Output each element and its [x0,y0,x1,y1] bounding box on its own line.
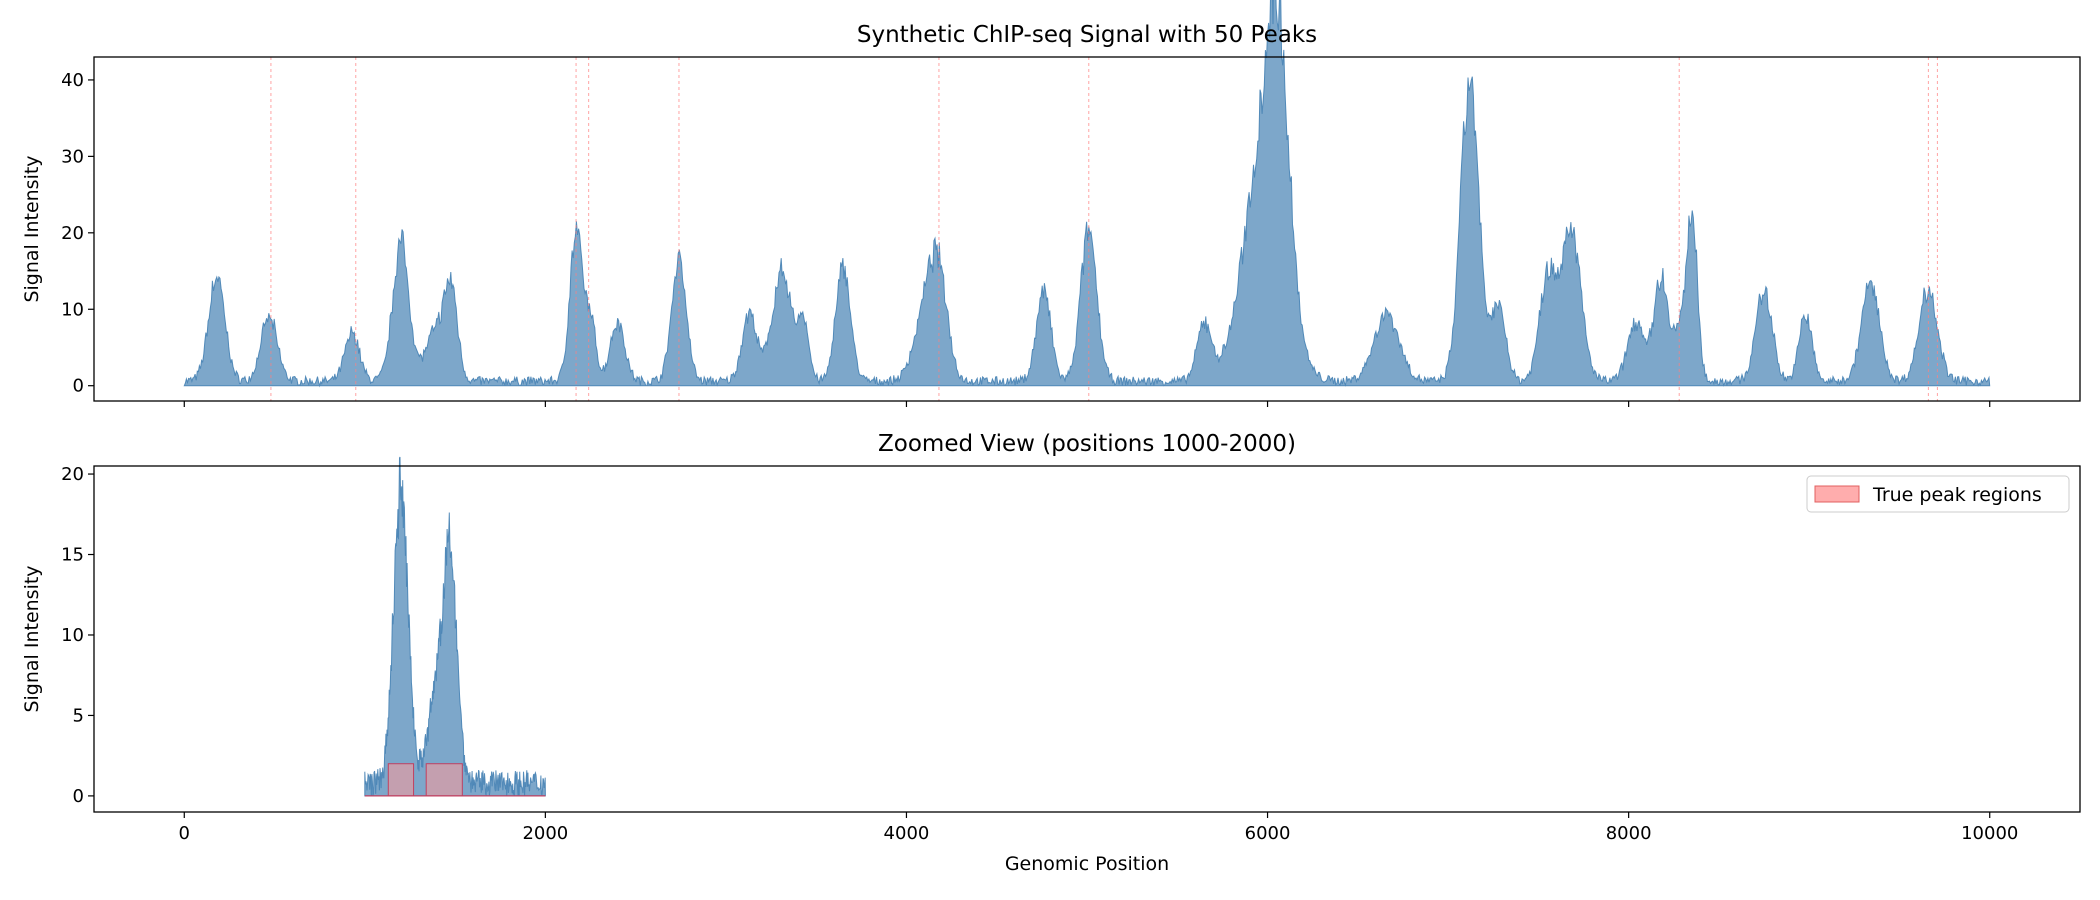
bottom-y-tick-label-20: 20 [61,464,84,485]
top-axis-ticks: 0 10 20 30 40 [61,70,1991,407]
bottom-axis-ticks: 0 5 10 15 20 0 2000 4000 6000 8000 10000 [61,464,2018,844]
bottom-y-axis-label: Signal Intensity [21,565,43,712]
bottom-x-tick-label-2000: 2000 [522,823,568,844]
bottom-x-tick-label-10000: 10000 [1961,823,2018,844]
top-y-tick-label-0: 0 [73,376,84,397]
legend-label: True peak regions [1872,484,2042,506]
legend: True peak regions [1806,475,2070,513]
top-signal-area [183,0,1991,388]
top-y-tick-label-40: 40 [61,70,84,91]
top-y-tick-label-10: 10 [61,299,84,320]
bottom-axes-frame [93,465,2081,813]
bottom-y-tick-label-15: 15 [61,545,84,566]
bottom-x-axis-label: Genomic Position [1005,853,1169,875]
bottom-subplot: 0 5 10 15 20 0 2000 4000 6000 8000 10000 Zoomed Vi… [21,431,2081,875]
top-y-tick-label-30: 30 [61,146,84,167]
legend-box [1806,475,2070,513]
bottom-x-tick-label-6000: 6000 [1245,823,1291,844]
bottom-x-tick-label-8000: 8000 [1606,823,1652,844]
top-subplot: 0 10 20 30 40 Synthetic ChIP-seq Signal with… [21,0,2081,407]
bottom-signal-area [364,456,546,797]
bottom-plot-area [364,456,546,797]
legend-swatch [1814,485,1860,503]
bottom-x-tick-label-0: 0 [179,823,190,844]
bottom-true-peak-region-0 [387,763,415,797]
bottom-x-tick-label-4000: 4000 [884,823,930,844]
bottom-chart-title: Zoomed View (positions 1000-2000) [878,431,1296,457]
top-y-tick-label-20: 20 [61,223,84,244]
top-plot-area [183,0,1991,401]
bottom-true-peak-region-1 [425,763,463,797]
bottom-y-tick-label-10: 10 [61,625,84,646]
bottom-y-tick-label-5: 5 [73,705,84,726]
top-chart-title: Synthetic ChIP-seq Signal with 50 Peaks [857,22,1317,48]
top-axes-frame [93,56,2081,402]
bottom-y-tick-label-0: 0 [73,786,84,807]
top-y-axis-label: Signal Intensity [21,155,43,302]
